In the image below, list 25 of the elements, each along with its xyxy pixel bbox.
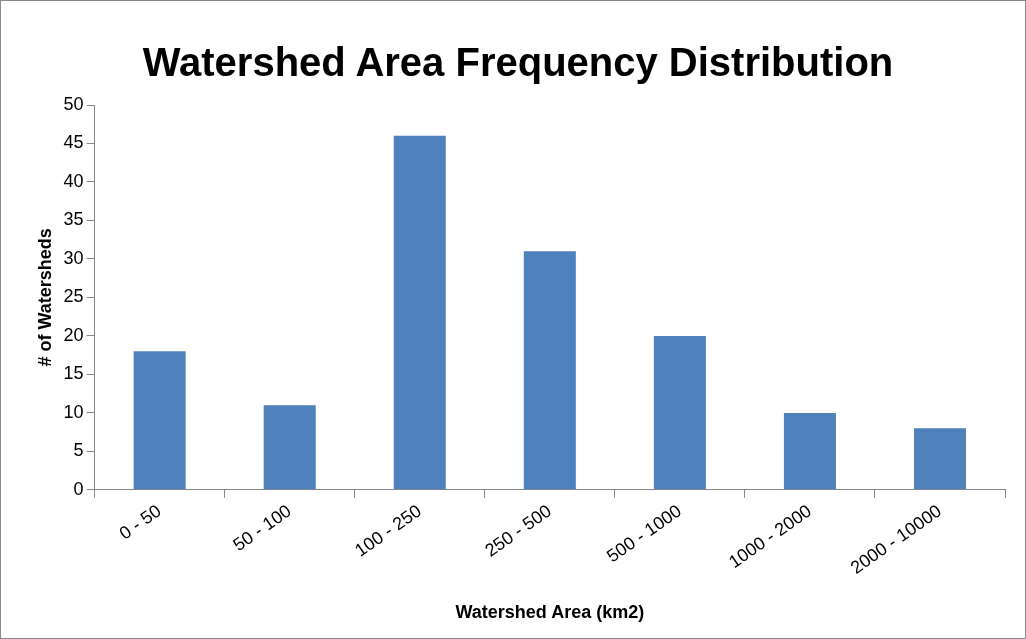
- bar: [653, 335, 706, 490]
- chart-title: Watershed Area Frequency Distribution: [142, 40, 894, 85]
- bar: [133, 351, 186, 490]
- x-tick-label: 0 - 50: [115, 500, 165, 544]
- bar: [393, 135, 446, 490]
- y-tick-label: 5: [73, 440, 84, 461]
- y-tick-label: 0: [73, 478, 84, 499]
- y-tick-label: 10: [63, 401, 84, 422]
- y-tick-label: 35: [63, 209, 84, 230]
- x-tick-label: 50 - 100: [229, 500, 295, 555]
- x-tick-label: 100 - 250: [351, 500, 425, 561]
- y-tick-label: 45: [63, 132, 84, 153]
- y-axis-title: # of Watersheds: [34, 228, 55, 367]
- x-axis-title: Watershed Area (km2): [455, 602, 645, 623]
- y-tick-label: 20: [63, 324, 84, 345]
- y-tick-label: 25: [63, 286, 84, 307]
- bar: [913, 428, 966, 490]
- x-tick-label: 250 - 500: [481, 500, 555, 561]
- y-tick-label: 30: [63, 247, 84, 268]
- bar: [783, 412, 836, 490]
- y-tick-label: 40: [63, 170, 84, 191]
- y-tick-label: 15: [63, 363, 84, 384]
- y-tick-label: 50: [63, 93, 84, 114]
- bar: [523, 251, 576, 490]
- bar: [263, 405, 316, 490]
